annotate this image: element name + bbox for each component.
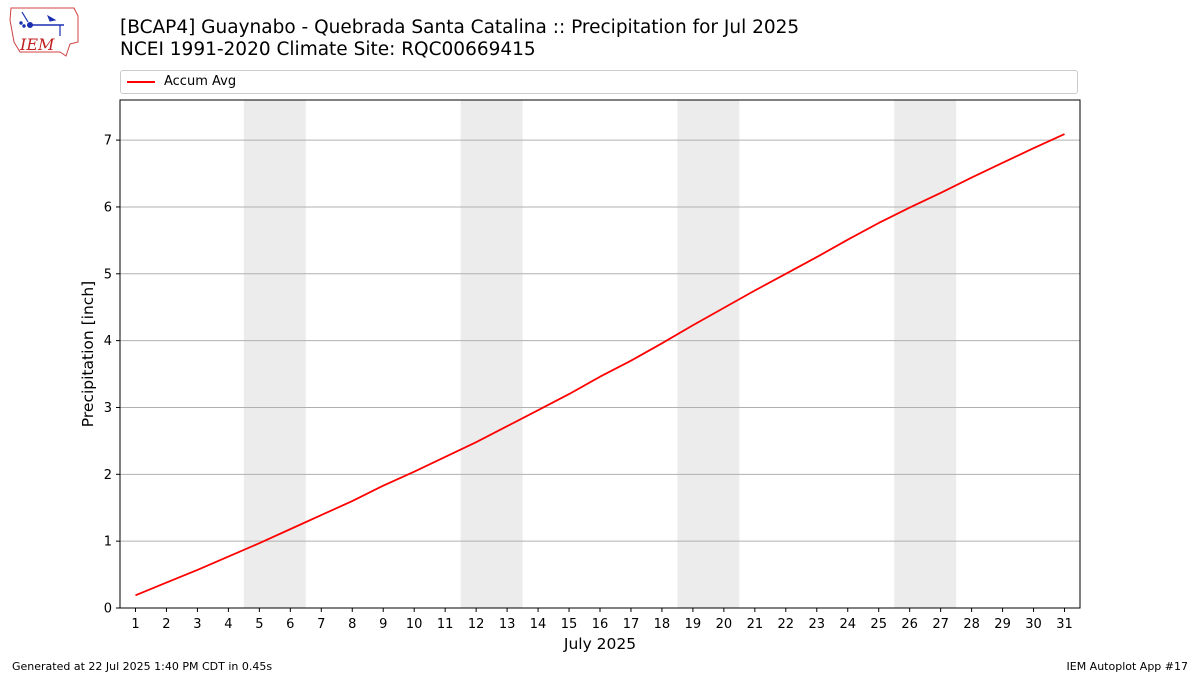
series-line-accum-avg (135, 133, 1065, 597)
x-tick-label-5: 5 (255, 617, 263, 632)
x-tick-label-6: 6 (286, 617, 294, 632)
x-tick-label-31: 31 (1056, 617, 1073, 632)
x-tick-label-10: 10 (406, 617, 423, 632)
logo-text: IEM (19, 35, 55, 54)
x-tick-label-14: 14 (530, 617, 547, 632)
x-tick-label-20: 20 (716, 617, 733, 632)
y-tick-label-6: 6 (104, 200, 112, 215)
x-tick-label-3: 3 (193, 617, 201, 632)
x-tick-label-12: 12 (468, 617, 485, 632)
x-tick-label-21: 21 (747, 617, 764, 632)
y-tick-label-4: 4 (104, 334, 112, 349)
legend: Accum Avg (120, 70, 1078, 94)
y-tick-label-1: 1 (104, 535, 112, 550)
footer-app-label: IEM Autoplot App #17 (1066, 660, 1189, 673)
x-tick-label-19: 19 (685, 617, 702, 632)
x-tick-label-8: 8 (348, 617, 356, 632)
iem-logo: IEM (9, 7, 79, 57)
x-tick-label-27: 27 (932, 617, 949, 632)
y-tick-label-2: 2 (104, 468, 112, 483)
x-tick-label-28: 28 (963, 617, 980, 632)
footer-generated-text: Generated at 22 Jul 2025 1:40 PM CDT in … (12, 660, 273, 673)
x-tick-label-23: 23 (809, 617, 826, 632)
x-tick-label-11: 11 (437, 617, 454, 632)
legend-swatch-accum-avg (127, 81, 155, 83)
x-tick-label-16: 16 (592, 617, 609, 632)
x-tick-label-25: 25 (870, 617, 887, 632)
y-tick-label-3: 3 (104, 401, 112, 416)
x-tick-label-15: 15 (561, 617, 578, 632)
x-tick-label-4: 4 (224, 617, 232, 632)
x-tick-label-2: 2 (162, 617, 170, 632)
plot-frame (119, 99, 1081, 609)
legend-label-accum-avg: Accum Avg (164, 74, 237, 89)
weekend-band-1 (243, 100, 306, 608)
x-tick-label-29: 29 (994, 617, 1011, 632)
y-tick-label-0: 0 (104, 602, 112, 617)
chart-title: [BCAP4] Guaynabo - Quebrada Santa Catali… (120, 17, 799, 61)
x-tick-label-18: 18 (654, 617, 671, 632)
title-line-2: NCEI 1991-2020 Climate Site: RQC00669415 (120, 39, 536, 60)
weather-station-icon (19, 11, 64, 36)
title-line-1: [BCAP4] Guaynabo - Quebrada Santa Catali… (120, 17, 800, 38)
weekend-band-4 (894, 100, 957, 608)
weekend-band-2 (460, 100, 523, 608)
x-tick-label-30: 30 (1025, 617, 1042, 632)
y-tick-label-7: 7 (104, 134, 112, 149)
x-tick-label-9: 9 (379, 617, 387, 632)
x-tick-label-13: 13 (499, 617, 516, 632)
y-tick-label-5: 5 (104, 267, 112, 282)
x-tick-label-17: 17 (623, 617, 640, 632)
x-tick-label-22: 22 (778, 617, 795, 632)
x-tick-label-26: 26 (901, 617, 918, 632)
x-tick-label-24: 24 (839, 617, 856, 632)
x-tick-label-7: 7 (317, 617, 325, 632)
x-axis-label: July 2025 (563, 635, 636, 653)
y-axis-label: Precipitation [inch] (79, 281, 97, 427)
x-tick-label-1: 1 (131, 617, 139, 632)
weekend-band-3 (677, 100, 740, 608)
